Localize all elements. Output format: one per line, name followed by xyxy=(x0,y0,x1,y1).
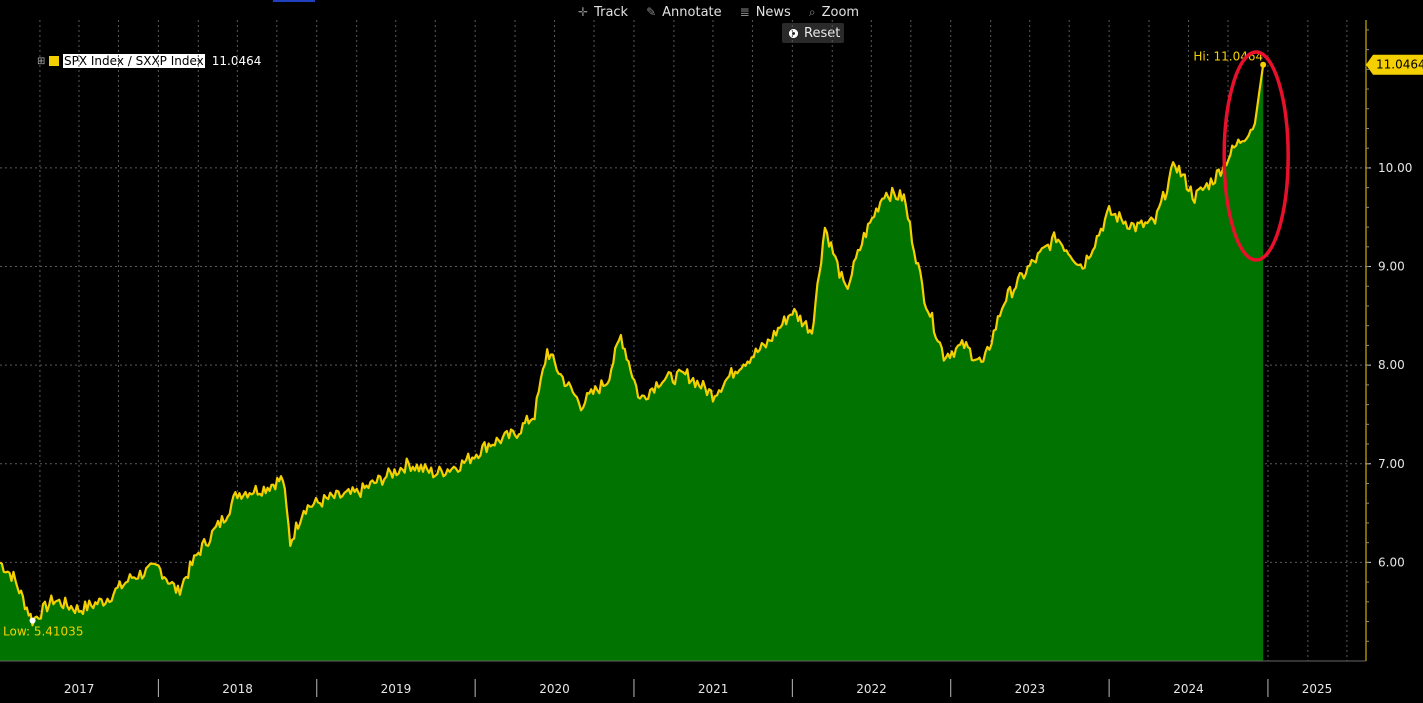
news-button[interactable]: ≣ News xyxy=(740,3,791,21)
x-tick-label: 2020 xyxy=(539,682,570,696)
chart-legend: ⊞ SPX Index / SXXP Index 11.0464 xyxy=(37,54,261,68)
reset-button[interactable]: Reset xyxy=(782,23,844,43)
x-tick-label: 2017 xyxy=(64,682,95,696)
top-accent-bar xyxy=(273,0,315,2)
x-tick-label: 2025 xyxy=(1302,682,1333,696)
annotate-button[interactable]: ✎ Annotate xyxy=(646,3,722,21)
low-label: Low: 5.41035 xyxy=(3,625,83,639)
reset-label: Reset xyxy=(804,25,841,41)
magnifier-icon: ⌕ xyxy=(808,4,816,19)
low-marker xyxy=(29,617,36,624)
annotate-label: Annotate xyxy=(662,4,722,20)
zoom-label: Zoom xyxy=(821,4,860,20)
high-marker xyxy=(1260,61,1267,68)
news-label: News xyxy=(755,4,791,20)
x-tick-label: 2021 xyxy=(698,682,729,696)
x-tick-label: 2023 xyxy=(1015,682,1046,696)
price-tag xyxy=(1366,54,1423,75)
y-tick-label: 6.00 xyxy=(1378,555,1405,569)
chart-toolbar: ✛ Track ✎ Annotate ≣ News ⌕ Zoom xyxy=(578,3,859,21)
radio-icon xyxy=(789,28,798,38)
series-swatch xyxy=(49,56,59,66)
y-tick-label: 10.00 xyxy=(1378,161,1412,175)
x-tick-label: 2018 xyxy=(222,682,253,696)
series-line xyxy=(0,64,1265,627)
y-tick-label: 7.00 xyxy=(1378,457,1405,471)
news-icon: ≣ xyxy=(739,5,750,19)
series-area-fill xyxy=(0,64,1264,661)
x-tick-label: 2022 xyxy=(856,682,887,696)
x-tick-label: 2019 xyxy=(381,682,412,696)
x-tick-label: 2024 xyxy=(1173,682,1204,696)
annotation-circle xyxy=(1222,50,1290,262)
price-tag-label: 11.0464 xyxy=(1376,58,1423,72)
pencil-icon: ✎ xyxy=(646,5,657,19)
track-button[interactable]: ✛ Track xyxy=(578,3,628,21)
series-last-value: 11.0464 xyxy=(211,54,262,68)
crosshair-icon: ✛ xyxy=(578,5,589,19)
y-tick-label: 9.00 xyxy=(1378,260,1405,274)
series-name: SPX Index / SXXP Index xyxy=(63,54,205,68)
y-tick-label: 8.00 xyxy=(1378,358,1405,372)
expand-icon[interactable]: ⊞ xyxy=(37,55,46,67)
track-label: Track xyxy=(594,4,629,20)
zoom-button[interactable]: ⌕ Zoom xyxy=(809,3,859,21)
